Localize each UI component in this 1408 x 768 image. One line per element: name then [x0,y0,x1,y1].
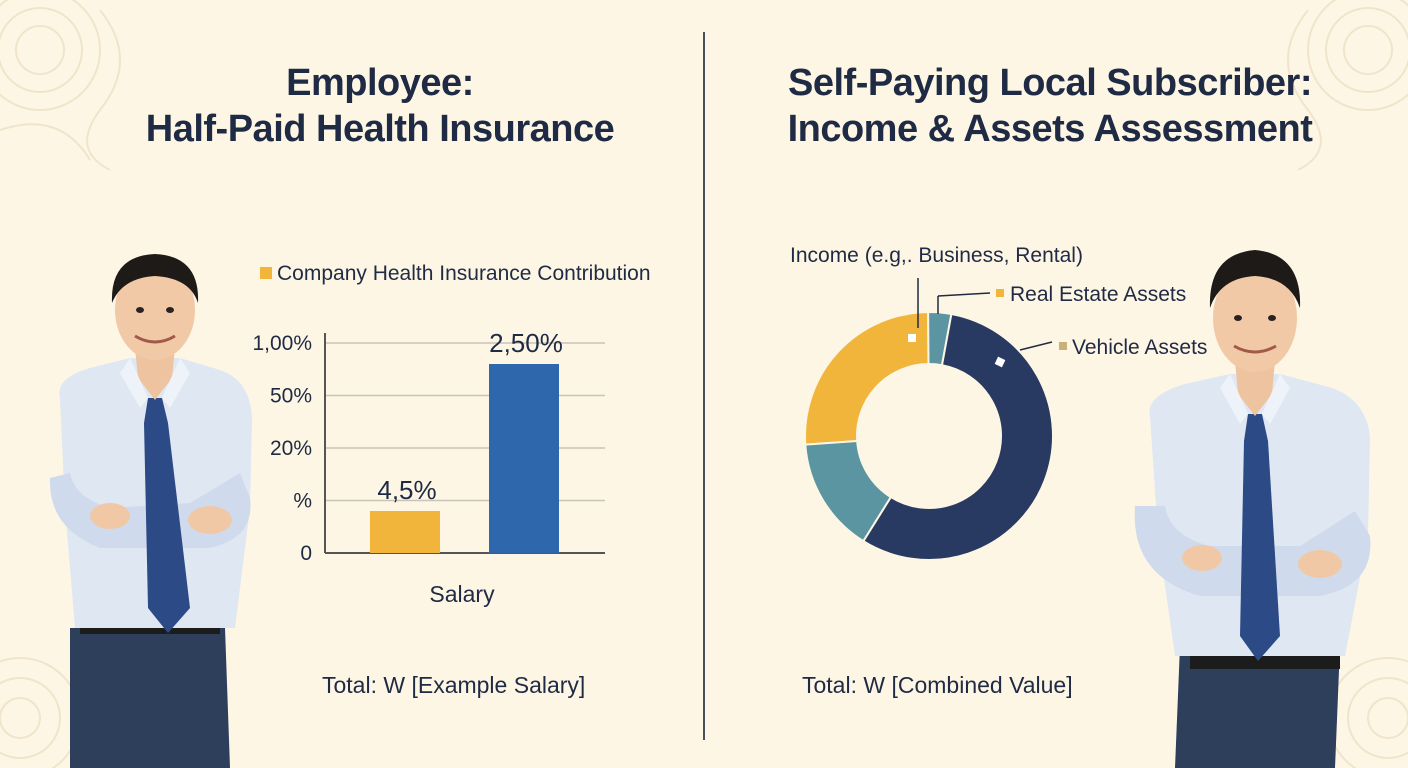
y-tick-label: % [293,490,312,513]
y-tick-label: 20% [270,437,312,460]
x-axis-label: Salary [429,581,495,607]
contribution-bar-chart: Company Health Insurance Contribution 0% 2… [252,262,650,607]
subscriber-panel-title: Self-Paying Local Subscriber: Income & A… [720,60,1380,152]
subscriber-portrait-icon [1134,250,1371,768]
slice-label: Income (e.g,. Business, Rental) [790,244,1083,267]
legend-label: Company Health Insurance Contribution [277,262,650,285]
subscriber-title-line2: Income & Assets Assessment [787,108,1313,150]
slice-label: Real Estate Assets [1010,283,1186,306]
employee-title-line2: Half-Paid Health Insurance [145,108,615,150]
leader-line [937,292,991,314]
legend-marker [260,267,272,279]
donut-slice [804,439,893,543]
bar-data-label: 2,50% [489,328,563,358]
bar [370,511,440,553]
slice-marker [994,356,1006,368]
bar [489,364,559,553]
y-tick-label: 0 [300,542,312,565]
label-marker [996,289,1004,297]
y-tick-label: 1,00% [252,332,312,355]
employee-portrait-icon [49,254,252,768]
y-tick-label: 50% [270,385,312,408]
assessment-donut-chart: Income (e.g,. Business, Rental) Real Esta… [790,244,1207,561]
leader-line [1019,341,1053,351]
employee-panel-title: Employee: Half-Paid Health Insurance [60,60,700,152]
slice-label: Vehicle Assets [1072,336,1207,359]
employee-title-line1: Employee: [286,62,474,104]
donut-slice [804,310,930,446]
slice-marker [908,334,916,342]
subscriber-total-text: Total: W [Combined Value] [802,672,1073,698]
label-marker [1059,342,1067,350]
panel-divider [703,32,705,740]
employee-total-text: Total: W [Example Salary] [322,672,586,698]
donut-slice [861,312,1054,561]
bar-data-label: 4,5% [377,475,436,505]
corner-ornament-top-right [1287,0,1408,170]
corner-ornament-top-left [0,0,121,170]
subscriber-title-line1: Self-Paying Local Subscriber: [788,62,1312,104]
